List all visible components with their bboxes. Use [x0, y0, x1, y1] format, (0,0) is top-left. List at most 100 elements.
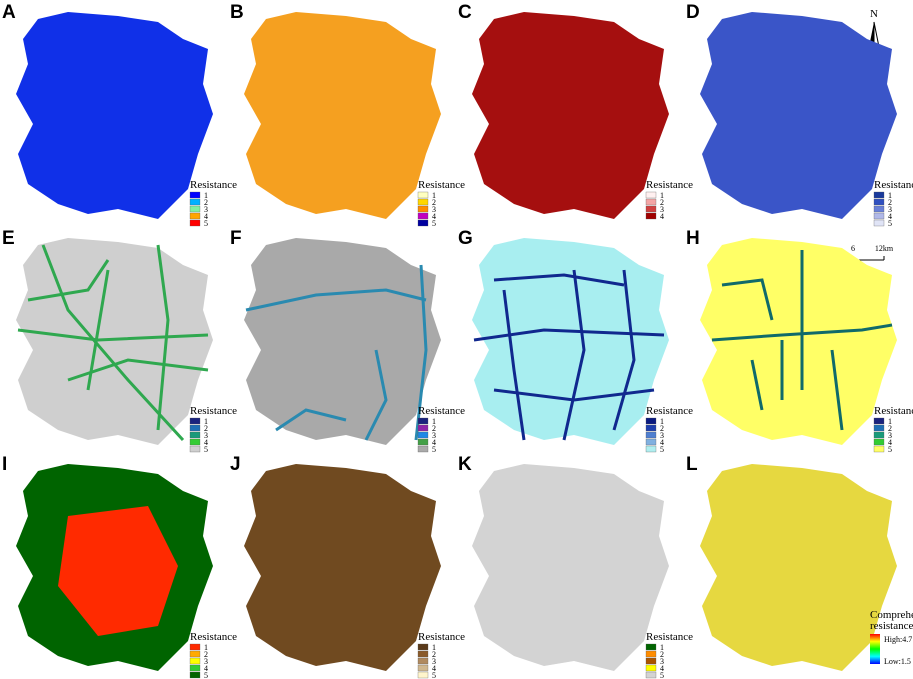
legend-label: 1: [660, 643, 664, 652]
legend-swatch: [417, 191, 429, 199]
legend-label: 5: [660, 445, 664, 454]
legend-label: 1: [888, 417, 892, 426]
legend-swatch: [873, 205, 885, 213]
road: [86, 269, 110, 391]
legend-label: 3: [660, 205, 664, 214]
legend-title: Resistance: [190, 405, 237, 417]
road: [612, 269, 636, 431]
legend-swatch: [873, 417, 885, 425]
legend-title: Resistance: [646, 631, 693, 643]
panel-letter: K: [458, 454, 472, 475]
map-area: [472, 464, 669, 671]
legend-label: 5: [432, 671, 436, 679]
legend-title: Resistance: [190, 631, 237, 643]
legend-label: 3: [660, 657, 664, 666]
legend-label: 4: [204, 212, 208, 221]
legend-swatch: [417, 445, 429, 453]
legend-swatch: [189, 671, 201, 679]
legend-swatch: [645, 657, 657, 665]
road: [27, 259, 110, 302]
legend-swatch: [645, 212, 657, 220]
legend-label: 2: [432, 650, 436, 659]
legend-label: 1: [888, 191, 892, 200]
legend-swatch: [645, 438, 657, 446]
road: [414, 264, 428, 441]
legend-swatch: [417, 671, 429, 679]
legend-title: Resistance: [418, 179, 465, 191]
road: [830, 349, 844, 431]
legend-label: 3: [432, 657, 436, 666]
road: [750, 359, 764, 411]
legend-label: 5: [888, 219, 892, 228]
legend-swatch: [417, 643, 429, 651]
legend-low: Low:1.5: [884, 657, 911, 666]
legend-label: 2: [888, 198, 892, 207]
legend-label: 1: [204, 643, 208, 652]
legend-swatch: [189, 650, 201, 658]
legend-swatch: [189, 212, 201, 220]
legend-swatch: [645, 417, 657, 425]
panel-letter: B: [230, 2, 244, 23]
legend-swatch: [189, 417, 201, 425]
legend-swatch: [417, 657, 429, 665]
map-area: [700, 464, 897, 671]
legend-swatch: [645, 664, 657, 672]
legend-label: 4: [432, 212, 436, 221]
map-area: [16, 12, 213, 219]
road: [156, 244, 170, 431]
legend-swatch: [189, 219, 201, 227]
legend-swatch: [873, 212, 885, 220]
legend-high: High:4.7: [884, 635, 912, 644]
legend-label: 3: [204, 657, 208, 666]
legend-swatch: [873, 431, 885, 439]
legend-swatch: [417, 205, 429, 213]
legend-label: 2: [888, 424, 892, 433]
legend-title: Resistance: [874, 405, 913, 417]
legend-label: 4: [432, 438, 436, 447]
road: [562, 269, 586, 441]
legend-swatch: [417, 212, 429, 220]
legend-label: 5: [204, 671, 208, 679]
legend-label: 1: [432, 191, 436, 200]
legend-label: 2: [660, 198, 664, 207]
scale-label: 12km: [875, 244, 894, 253]
map-area: [244, 464, 441, 671]
panel-letter: J: [230, 454, 241, 475]
legend-swatch: [645, 650, 657, 658]
legend-swatch: [189, 198, 201, 206]
legend-swatch: [189, 424, 201, 432]
road: [493, 273, 625, 287]
legend-swatch: [189, 205, 201, 213]
legend-label: 4: [660, 438, 664, 447]
map-core: [58, 506, 178, 636]
legend-label: 3: [888, 205, 892, 214]
north-label: N: [870, 8, 878, 20]
scale-label: 6: [851, 244, 855, 253]
map-area: [16, 238, 213, 445]
legend-swatch: [873, 424, 885, 432]
panel-letter: A: [2, 2, 16, 23]
legend-label: 4: [888, 212, 892, 221]
legend-swatch: [645, 671, 657, 679]
legend-gradient: [870, 634, 880, 664]
legend-swatch: [645, 191, 657, 199]
legend-swatch: [645, 431, 657, 439]
map-area: [700, 238, 897, 445]
legend-swatch: [645, 643, 657, 651]
panel-letter: L: [686, 454, 698, 475]
legend-label: 1: [204, 417, 208, 426]
legend-swatch: [417, 417, 429, 425]
legend-label: 1: [432, 417, 436, 426]
legend-title: Resistance: [646, 405, 693, 417]
panel-letter: H: [686, 228, 700, 249]
legend-swatch: [873, 198, 885, 206]
map-area: [244, 12, 441, 219]
legend-label: 1: [204, 191, 208, 200]
legend-swatch: [189, 657, 201, 665]
